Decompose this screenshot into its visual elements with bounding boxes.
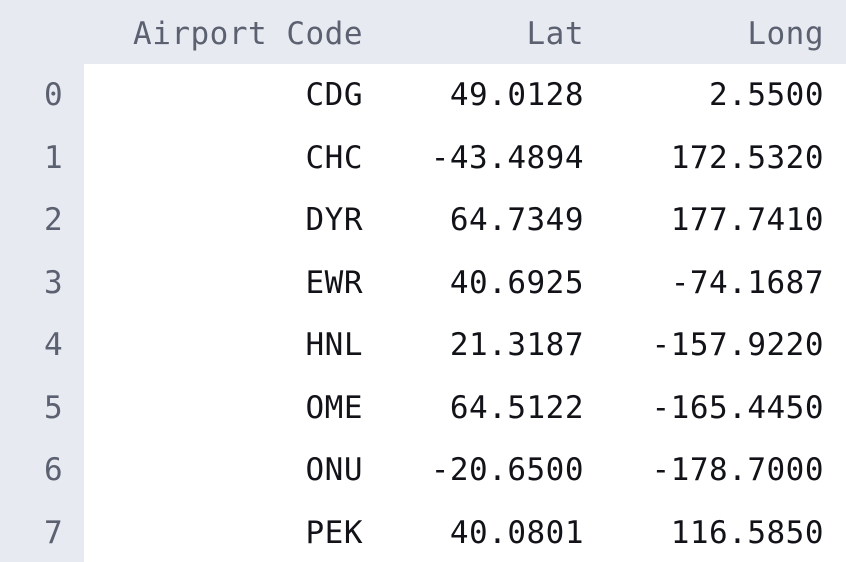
cell-airport-code: HNL xyxy=(305,327,363,363)
table-row[interactable]: 3 EWR 40.6925 -74.1687 xyxy=(0,252,846,315)
cell-airport-code: OME xyxy=(305,389,363,426)
cell-airport-code: CHC xyxy=(305,139,363,176)
cell-lat: -43.4894 xyxy=(430,139,584,176)
cell-lat: 40.0801 xyxy=(449,514,584,551)
cell-airport-code: DYR xyxy=(305,202,363,238)
cell-lat: -20.6500 xyxy=(430,452,584,488)
cell-lat: 49.0128 xyxy=(449,77,584,113)
cell-lat: 40.6925 xyxy=(449,264,584,301)
cell-lat: 64.7349 xyxy=(449,202,584,238)
cell-airport-code: PEK xyxy=(305,514,363,551)
cell-lat: 64.5122 xyxy=(449,389,584,426)
cell-long: -74.1687 xyxy=(670,264,824,301)
table-row[interactable]: 4 HNL 21.3187 -157.9220 xyxy=(0,314,846,377)
column-header-long[interactable]: Long xyxy=(747,16,824,52)
cell-long: 172.5320 xyxy=(670,139,824,176)
row-index: 6 xyxy=(44,452,64,488)
cell-airport-code: ONU xyxy=(305,452,363,488)
row-index: 2 xyxy=(44,202,64,238)
column-header-airport-code[interactable]: Airport Code xyxy=(133,16,363,52)
row-index: 7 xyxy=(44,514,64,551)
cell-airport-code: EWR xyxy=(305,264,363,301)
cell-long: -178.7000 xyxy=(651,452,824,488)
cell-long: -157.9220 xyxy=(651,327,824,363)
table-header: Airport Code Lat Long xyxy=(0,0,846,64)
table-row[interactable]: 5 OME 64.5122 -165.4450 xyxy=(0,377,846,440)
table-row[interactable]: 6 ONU -20.6500 -178.7000 xyxy=(0,439,846,502)
cell-lat: 21.3187 xyxy=(449,327,584,363)
table-body xyxy=(84,64,846,562)
row-index: 0 xyxy=(44,77,64,113)
table-row[interactable]: 1 CHC -43.4894 172.5320 xyxy=(0,127,846,190)
cell-long: 116.5850 xyxy=(670,514,824,551)
row-index: 3 xyxy=(44,264,64,301)
cell-long: 2.5500 xyxy=(709,77,824,113)
row-index: 1 xyxy=(44,139,64,176)
table-row[interactable]: 2 DYR 64.7349 177.7410 xyxy=(0,189,846,252)
cell-long: -165.4450 xyxy=(651,389,824,426)
table-row[interactable]: 0 CDG 49.0128 2.5500 xyxy=(0,64,846,127)
table-row[interactable]: 7 PEK 40.0801 116.5850 xyxy=(0,502,846,562)
row-index: 4 xyxy=(44,327,64,363)
column-header-lat[interactable]: Lat xyxy=(526,16,584,52)
cell-airport-code: CDG xyxy=(305,77,363,113)
cell-long: 177.7410 xyxy=(670,202,824,238)
row-index: 5 xyxy=(44,389,64,426)
